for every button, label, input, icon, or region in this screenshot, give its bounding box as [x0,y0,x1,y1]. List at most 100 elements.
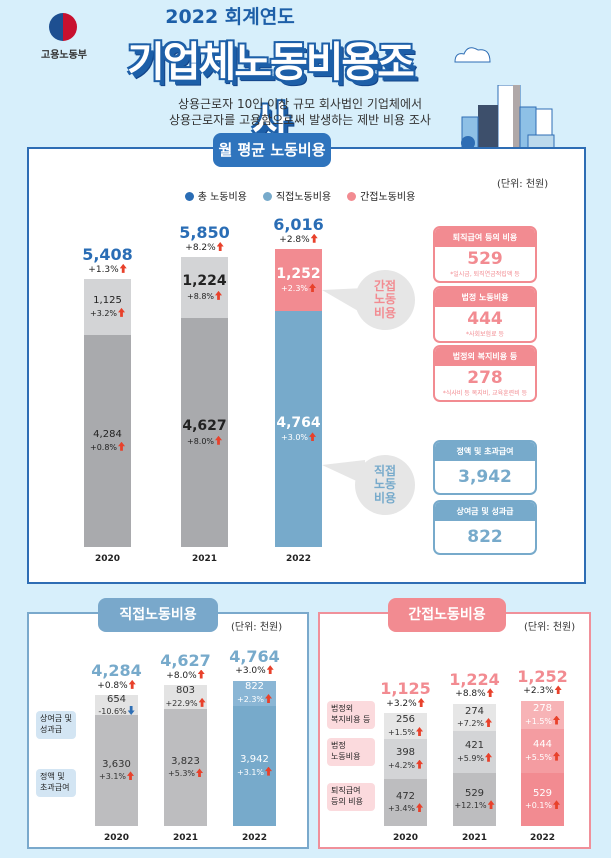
up-arrow-icon [265,693,273,703]
bar-segment: 4,764 +3.0% [275,311,322,547]
label-statutory: 법정 노동비용 [327,738,375,766]
segment-value: 256 [395,714,416,726]
segment-change: +1.5% [525,715,561,727]
up-arrow-icon [216,241,224,251]
segment-value: 4,284 [93,429,122,441]
segment-change: +4.2% [388,759,424,771]
direct-cost-tab: 직접노동비용 [98,598,218,632]
segment-change: +8.0% [187,435,223,447]
total-value: 1,224 [449,669,500,689]
indirect-box: 법정외 복지비용 등 278 *식사비 등 복지비, 교육훈련비 등 [433,345,537,402]
total-label: 1,252 +2.3% [501,668,584,697]
segment-value: 822 [244,681,265,693]
box-title: 법정외 복지비용 등 [435,347,535,366]
segment-change: +1.5% [388,726,424,738]
up-arrow-icon [416,726,424,736]
bar-segment: 3,823 +5.3% [164,709,207,826]
up-arrow-icon [487,800,495,810]
segment-value: 3,630 [102,758,131,770]
direct-bubble: 직접 노동 비용 [355,455,415,515]
box-value: 822 [467,527,503,547]
total-change: +2.8% [255,233,342,246]
segment-change: +0.1% [525,800,561,811]
segment-value: 529 [532,787,553,799]
segment-value: 1,125 [93,295,122,307]
year-label: 2021 [461,833,488,843]
bar-segment: 822 +2.3% [233,680,276,706]
segment-value: 421 [464,740,485,752]
total-value: 4,284 [91,661,142,681]
legend-dot-direct [262,192,272,201]
segment-value: 4,764 [276,414,321,431]
bar-segment: 3,942 +3.1% [233,705,276,826]
segment-value: 278 [532,703,553,715]
total-label: 1,224 +8.8% [433,669,516,700]
segment-change: +2.3% [237,693,273,705]
up-arrow-icon [266,665,274,675]
up-arrow-icon [416,803,424,813]
segment-value: 444 [532,739,553,751]
up-arrow-icon [417,697,425,707]
total-label: 4,764 +3.0% [213,648,296,677]
ministry-logo [49,13,77,41]
box-value: 3,942 [458,467,512,487]
indirect-unit-label: (단위: 천원) [524,622,576,633]
year-label: 2022 [529,833,556,843]
box-note: *식사비 등 복지비, 교육훈련비 등 [442,390,528,397]
up-arrow-icon [265,766,273,776]
segment-value: 3,942 [240,754,269,766]
unit-label: (단위: 천원) [497,179,549,190]
segment-change: +5.3% [168,768,204,779]
indirect-cost-tab: 간접노동비용 [388,598,506,632]
up-arrow-icon [554,685,562,695]
label-other-welfare: 법정외 복지비용 등 [327,701,375,729]
segment-change: +3.4% [388,803,424,814]
bar-segment: 529 +12.1% [453,773,496,826]
box-value: 444 [467,309,503,329]
year-label: 2020 [103,833,130,843]
year-label: 2021 [172,833,199,843]
label-retirement: 퇴직급여 등의 비용 [327,783,375,811]
box-note: *일시금, 퇴직연금적립액 등 [450,271,520,278]
total-value: 4,764 [229,646,280,666]
total-change: +8.0% [144,669,227,682]
up-arrow-icon [197,669,205,679]
legend-indirect: 간접노동비용 [347,188,415,203]
box-title: 퇴직급여 등의 비용 [435,228,535,247]
bar-segment: 4,284 +0.8% [84,334,131,547]
indirect-bubble: 간접 노동 비용 [355,270,415,330]
bar-segment: 529 +0.1% [521,773,564,826]
segment-change: +5.9% [457,752,493,764]
legend-direct: 직접노동비용 [262,188,331,203]
total-change: +3.2% [364,697,447,710]
bar-segment: 256 +1.5% [384,713,427,739]
year-title: 2022 회계연도 [165,6,295,28]
bar-segment: 421 +5.9% [453,731,496,774]
label-bonus: 상여금 및 성과급 [36,711,76,739]
legend-dot-total [184,192,194,201]
segment-value: 529 [464,787,485,799]
up-arrow-icon [309,283,317,293]
segment-change: +3.1% [99,771,135,782]
direct-unit-label: (단위: 천원) [231,622,283,633]
total-label: 4,284 +0.8% [75,662,158,691]
city-buildings-illustration [461,85,555,155]
segment-value: 803 [175,685,196,697]
up-arrow-icon [215,290,223,300]
total-value: 1,125 [380,679,431,699]
bar-segment: 3,630 +3.1% [95,715,138,826]
up-arrow-icon [196,768,204,778]
total-change: +1.3% [64,263,151,276]
direct-box: 상여금 및 성과급 822 [433,500,537,555]
total-value: 6,016 [273,215,324,235]
total-change: +8.2% [161,241,248,254]
up-arrow-icon [118,441,126,451]
segment-value: 1,252 [276,265,321,282]
box-value: 278 [467,368,503,388]
bar-segment: 398 +4.2% [384,739,427,779]
segment-change: +2.3% [281,283,317,294]
segment-value: 3,823 [171,755,200,767]
year-label: 2022 [285,554,312,564]
year-label: 2021 [191,554,218,564]
bar-segment: 472 +3.4% [384,778,427,826]
